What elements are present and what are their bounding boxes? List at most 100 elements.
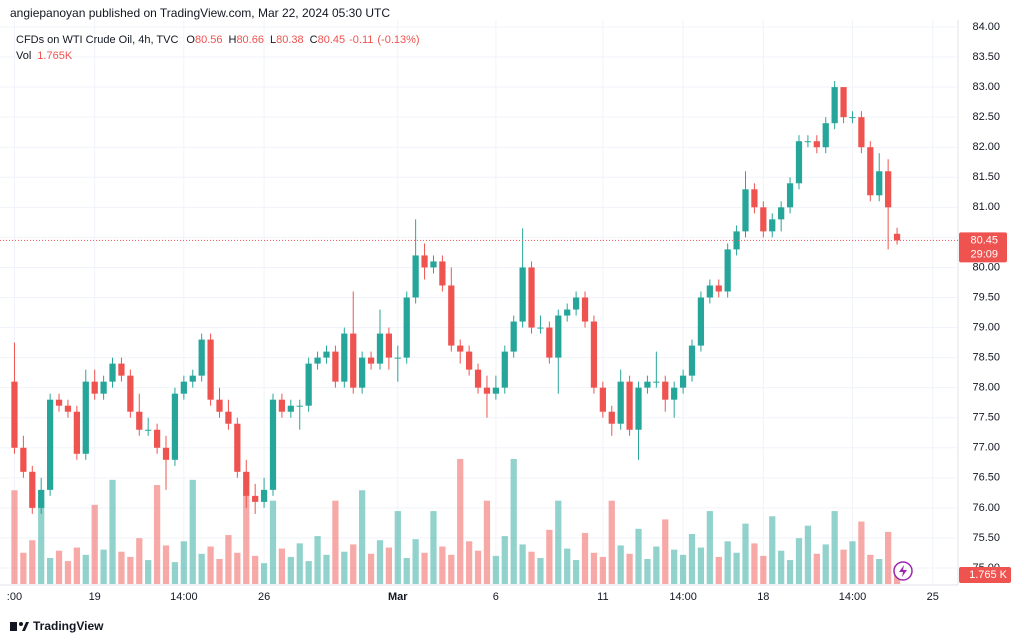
candle-body [760, 207, 767, 232]
candle-body [180, 381, 187, 394]
candle-body [706, 285, 713, 298]
y-tick-label: 78.50 [972, 352, 1000, 364]
candle-body [421, 255, 428, 268]
candle-body [733, 231, 740, 250]
volume-bar [216, 559, 223, 584]
volume-bar [73, 547, 80, 584]
y-tick-label: 83.00 [972, 81, 1000, 93]
candle-body [581, 297, 589, 322]
candle-body [38, 489, 45, 508]
volume-bar [751, 543, 758, 584]
volume-bar [376, 540, 384, 584]
footer-logo [10, 622, 29, 631]
candle-body [644, 381, 651, 388]
candle-body [546, 327, 553, 358]
candle-body [795, 141, 803, 184]
candle-body [867, 147, 874, 196]
candle-body [564, 309, 571, 316]
x-tick-label: Mar [388, 591, 408, 603]
candle-body [849, 117, 856, 119]
x-tick-label: 19 [89, 591, 101, 603]
candle-body [260, 489, 268, 502]
y-tick-label: 81.50 [972, 171, 1000, 183]
y-tick-label: 82.00 [972, 141, 1000, 153]
volume-bar [688, 534, 696, 584]
x-tick-label: 11 [597, 591, 608, 603]
volume-bar [439, 546, 446, 584]
volume-bar [742, 523, 749, 584]
volume-bar [64, 561, 72, 584]
candle-body [876, 171, 883, 196]
legend: CFDs on WTI Crude Oil, 4h, TVC O80.56 H80.… [16, 34, 420, 46]
candle-body [314, 357, 321, 364]
volume-bar [198, 553, 205, 584]
last-price-box [959, 232, 1007, 263]
volume-bar [858, 521, 865, 584]
legend-key: H [228, 34, 236, 46]
volume-bar [136, 538, 143, 584]
volume-bar [885, 531, 892, 584]
y-tick-label: 78.00 [972, 382, 1000, 394]
candle-body [778, 207, 785, 220]
volume-bar [55, 550, 63, 584]
volume-bar [457, 459, 464, 584]
legend-value: 80.45 [318, 34, 346, 46]
y-tick-label: 79.50 [972, 291, 1000, 303]
candle-body [171, 393, 179, 460]
x-tick-label: :00 [7, 591, 22, 603]
footer-brand: TradingView [33, 619, 104, 633]
candle-body [528, 267, 535, 328]
volume-bar [359, 490, 366, 584]
candle-body [332, 351, 339, 382]
y-tick-label: 75.50 [972, 532, 1000, 544]
x-tick-label: 18 [757, 591, 769, 603]
volume-bar [492, 555, 499, 584]
candle-body [153, 429, 161, 448]
volume-bar [225, 535, 232, 584]
candle-body [537, 327, 544, 329]
candle-body [367, 357, 375, 364]
legend-title: CFDs on WTI Crude Oil, 4h, TVC [16, 34, 178, 46]
candle-body [189, 375, 196, 382]
volume-bar [430, 511, 437, 584]
volume-bar [207, 546, 214, 584]
volume-legend-value: 1.765K [37, 50, 73, 62]
candle-layer [11, 81, 901, 514]
volume-legend: Vol 1.765K [16, 50, 73, 62]
candle-body [109, 363, 116, 382]
candle-body [145, 429, 152, 431]
volume-bar [778, 550, 785, 584]
candle-body [376, 333, 384, 364]
candle-body [653, 381, 660, 383]
candle-body [590, 321, 598, 388]
candle-body [474, 369, 482, 388]
volume-bar [519, 544, 526, 584]
candle-body [510, 321, 517, 352]
volume-bar [867, 554, 874, 584]
legend-change: -0.11 [349, 34, 373, 46]
y-tick-label: 84.00 [972, 21, 1000, 33]
volume-bar [394, 511, 401, 584]
volume-bar [528, 551, 535, 584]
volume-bar [769, 516, 776, 584]
y-tick-label: 82.50 [972, 111, 1000, 123]
candle-body [671, 387, 678, 400]
volume-bar [11, 490, 18, 584]
x-tick-label: 14:00 [839, 591, 867, 603]
candle-body [751, 189, 758, 208]
candle-body [608, 411, 615, 424]
volume-bar [296, 543, 303, 584]
volume-bar [323, 554, 330, 584]
volume-legend-key: Vol [16, 50, 31, 62]
candle-body [234, 423, 241, 472]
candle-body [599, 387, 606, 412]
x-tick-label: 26 [258, 591, 270, 603]
volume-bar [706, 511, 713, 584]
candle-body [323, 351, 330, 358]
legend-key: L [270, 34, 276, 46]
y-tick-label: 81.00 [972, 201, 1000, 213]
candle-body [626, 381, 633, 430]
candle-body [82, 381, 89, 454]
candle-body [127, 375, 134, 412]
